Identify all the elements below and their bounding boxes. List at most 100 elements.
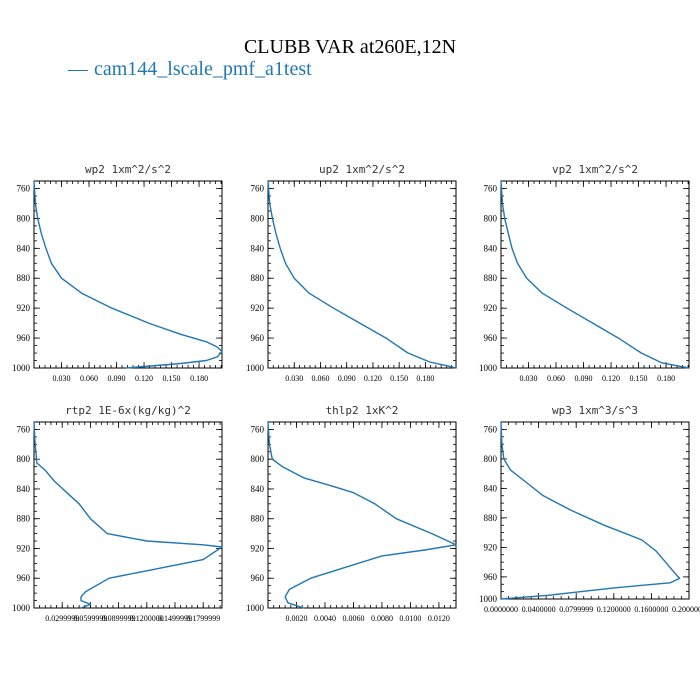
panel-3-y-tick-label: 840 — [484, 243, 498, 253]
panel-1-title: wp2 1xm^2/s^2 — [85, 163, 171, 176]
panel-5-x-tick-label: 0.0060 — [342, 614, 364, 623]
panel-5-y-tick-label: 1000 — [246, 603, 265, 613]
panel-3-title: vp2 1xm^2/s^2 — [552, 163, 638, 176]
panel-3-y-tick-label: 960 — [484, 333, 498, 343]
legend-label: cam144_lscale_pmf_a1test — [94, 58, 312, 80]
panel-2-y-tick-label: 880 — [251, 273, 265, 283]
panel-4-x-tick-label: 0.0899999 — [102, 614, 136, 623]
panel-3-y-tick-label: 800 — [484, 213, 498, 223]
panel-6-y-tick-label: 760 — [484, 424, 498, 434]
panel-1-y-tick-label: 1000 — [12, 363, 31, 373]
panel-6-x-tick-label: 0.1600000 — [634, 605, 668, 614]
panel-3-series-line — [500, 180, 690, 369]
panel-6-x-tick-label: 0.0000000 — [484, 605, 518, 614]
panel-4-x-tick-label: 0.1499999 — [158, 614, 192, 623]
panel-1-y-tick-label: 760 — [17, 183, 31, 193]
panel-6-series-line — [500, 421, 681, 600]
panel-1-x-tick-label: 0.150 — [163, 374, 181, 383]
panel-2-title: up2 1xm^2/s^2 — [319, 163, 405, 176]
panel-3-x-tick-label: 0.150 — [630, 374, 648, 383]
panel-4-frame — [33, 421, 223, 609]
panel-5-x-tick-label: 0.0040 — [314, 614, 336, 623]
panel-5-y-tick-label: 760 — [251, 424, 265, 434]
panel-6-x-tick-label: 0.0400000 — [522, 605, 556, 614]
panel-4-y-tick-label: 920 — [17, 543, 31, 553]
panel-5-title: thlp2 1xK^2 — [326, 404, 399, 417]
panel-6-y-tick-label: 960 — [484, 572, 498, 582]
figure-title: CLUBB VAR at260E,12N — [243, 36, 457, 58]
panel-5-y-tick-label: 880 — [251, 514, 265, 524]
panel-4-x-tick-label: 0.0599999 — [73, 614, 107, 623]
panel-6-x-tick-label: 0.0799999 — [559, 605, 593, 614]
panel-2-x-tick-label: 0.090 — [338, 374, 356, 383]
panel-2-y-tick-label: 760 — [251, 183, 265, 193]
panel-2-x-tick-label: 0.150 — [390, 374, 408, 383]
panel-1-series-line — [33, 180, 223, 369]
panel-3-x-tick-label: 0.090 — [575, 374, 593, 383]
legend-line-icon: — — [68, 58, 88, 80]
panel-5-y-tick-label: 800 — [251, 454, 265, 464]
panel-6-y-tick-label: 1000 — [479, 594, 498, 604]
panel-1-y-tick-label: 840 — [17, 243, 31, 253]
panel-1-x-tick-label: 0.030 — [53, 374, 71, 383]
panel-6-frame — [500, 421, 690, 600]
panel-5-y-tick-label: 960 — [251, 573, 265, 583]
panel-1-frame — [33, 180, 223, 369]
panel-1-x-tick-label: 0.090 — [108, 374, 126, 383]
panel-2-y-tick-label: 920 — [251, 303, 265, 313]
panel-2-y-tick-label: 1000 — [246, 363, 265, 373]
panel-5-x-tick-label: 0.0100 — [399, 614, 421, 623]
panel-3-y-tick-label: 760 — [484, 183, 498, 193]
panel-1-y-tick-label: 800 — [17, 213, 31, 223]
panel-4-title: rtp2 1E-6x(kg/kg)^2 — [65, 404, 191, 417]
panel-2-y-tick-label: 840 — [251, 243, 265, 253]
panel-3-x-tick-label: 0.120 — [602, 374, 620, 383]
panel-4-y-tick-label: 760 — [17, 424, 31, 434]
panel-1-y-tick-label: 880 — [17, 273, 31, 283]
panel-3-x-tick-label: 0.060 — [547, 374, 565, 383]
panel-3-x-tick-label: 0.030 — [520, 374, 538, 383]
panel-3-y-tick-label: 1000 — [479, 363, 498, 373]
panel-3-frame — [500, 180, 690, 369]
panel-5-y-tick-label: 920 — [251, 543, 265, 553]
panel-2-x-tick-label: 0.180 — [416, 374, 434, 383]
panel-4-y-tick-label: 1000 — [12, 603, 31, 613]
panel-1-x-tick-label: 0.180 — [190, 374, 208, 383]
panel-5-series-line — [267, 421, 457, 609]
panel-3-y-tick-label: 880 — [484, 273, 498, 283]
panel-2-series-line — [267, 180, 457, 369]
panel-4-x-tick-label: 0.1799999 — [186, 614, 220, 623]
panel-6-y-tick-label: 840 — [484, 483, 498, 493]
panel-4-y-tick-label: 800 — [17, 454, 31, 464]
panel-1-y-tick-label: 960 — [17, 333, 31, 343]
panel-4-x-tick-label: 0.1200000 — [130, 614, 164, 623]
panel-5-x-tick-label: 0.0120 — [428, 614, 450, 623]
panel-2-frame — [267, 180, 457, 369]
panel-6-y-tick-label: 880 — [484, 513, 498, 523]
panel-5-x-tick-label: 0.0020 — [285, 614, 307, 623]
panel-2-x-tick-label: 0.120 — [364, 374, 382, 383]
panel-1-x-tick-label: 0.060 — [80, 374, 98, 383]
panel-2-x-tick-label: 0.060 — [311, 374, 329, 383]
panel-4-y-tick-label: 840 — [17, 484, 31, 494]
panel-5-x-tick-label: 0.0080 — [371, 614, 393, 623]
panel-2-x-tick-label: 0.030 — [285, 374, 303, 383]
panel-6-title: wp3 1xm^3/s^3 — [552, 404, 638, 417]
panel-5-y-tick-label: 840 — [251, 484, 265, 494]
panel-4-series-line — [33, 421, 223, 609]
panel-4-y-tick-label: 880 — [17, 514, 31, 524]
panel-6-x-tick-label: 0.1200000 — [597, 605, 631, 614]
panel-2-y-tick-label: 960 — [251, 333, 265, 343]
panel-3-x-tick-label: 0.180 — [657, 374, 675, 383]
legend: — cam144_lscale_pmf_a1test — [68, 58, 312, 81]
panel-2-y-tick-label: 800 — [251, 213, 265, 223]
panel-3-y-tick-label: 920 — [484, 303, 498, 313]
panel-1-x-tick-label: 0.120 — [135, 374, 153, 383]
panel-4-x-tick-label: 0.0299999 — [45, 614, 79, 623]
panel-6-y-tick-label: 920 — [484, 542, 498, 552]
panel-4-y-tick-label: 960 — [17, 573, 31, 583]
panel-1-y-tick-label: 920 — [17, 303, 31, 313]
panel-6-y-tick-label: 800 — [484, 454, 498, 464]
